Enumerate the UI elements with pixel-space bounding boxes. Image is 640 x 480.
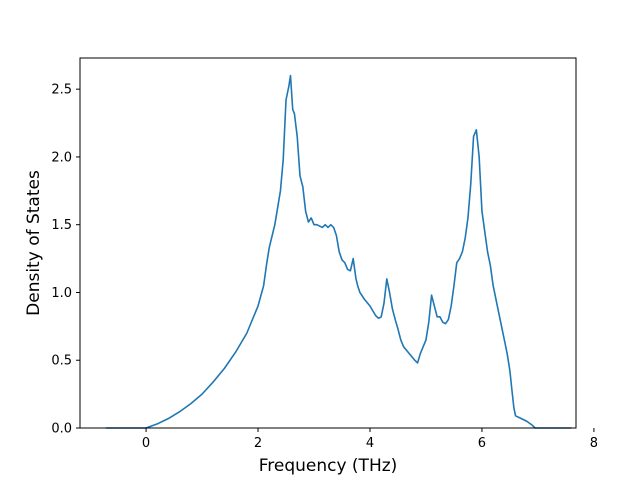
plot-frame <box>79 57 577 429</box>
x-axis-ticks: 0 2 4 6 8 <box>142 428 598 451</box>
y-tick-label: 2.5 <box>51 83 72 98</box>
x-tick-label: 6 <box>478 436 486 451</box>
x-tick-label: 8 <box>590 436 598 451</box>
y-tick-label: 1.5 <box>51 218 72 233</box>
y-tick-label: 0.5 <box>51 354 72 369</box>
plot-background <box>80 58 576 428</box>
y-axis-label: Density of States <box>24 170 44 316</box>
y-tick-label: 1.0 <box>51 286 72 301</box>
y-tick-label: 0.0 <box>51 422 72 437</box>
series-line-0 <box>105 74 572 429</box>
series-layer <box>105 74 572 429</box>
x-tick-label: 2 <box>254 436 262 451</box>
y-axis-ticks: 0.0 0.5 1.0 1.5 2.0 2.5 <box>51 83 80 437</box>
x-tick-label: 4 <box>366 436 374 451</box>
y-tick-label: 2.0 <box>51 150 72 165</box>
x-tick-label: 0 <box>142 436 150 451</box>
x-axis-label: Frequency (THz) <box>259 456 398 476</box>
